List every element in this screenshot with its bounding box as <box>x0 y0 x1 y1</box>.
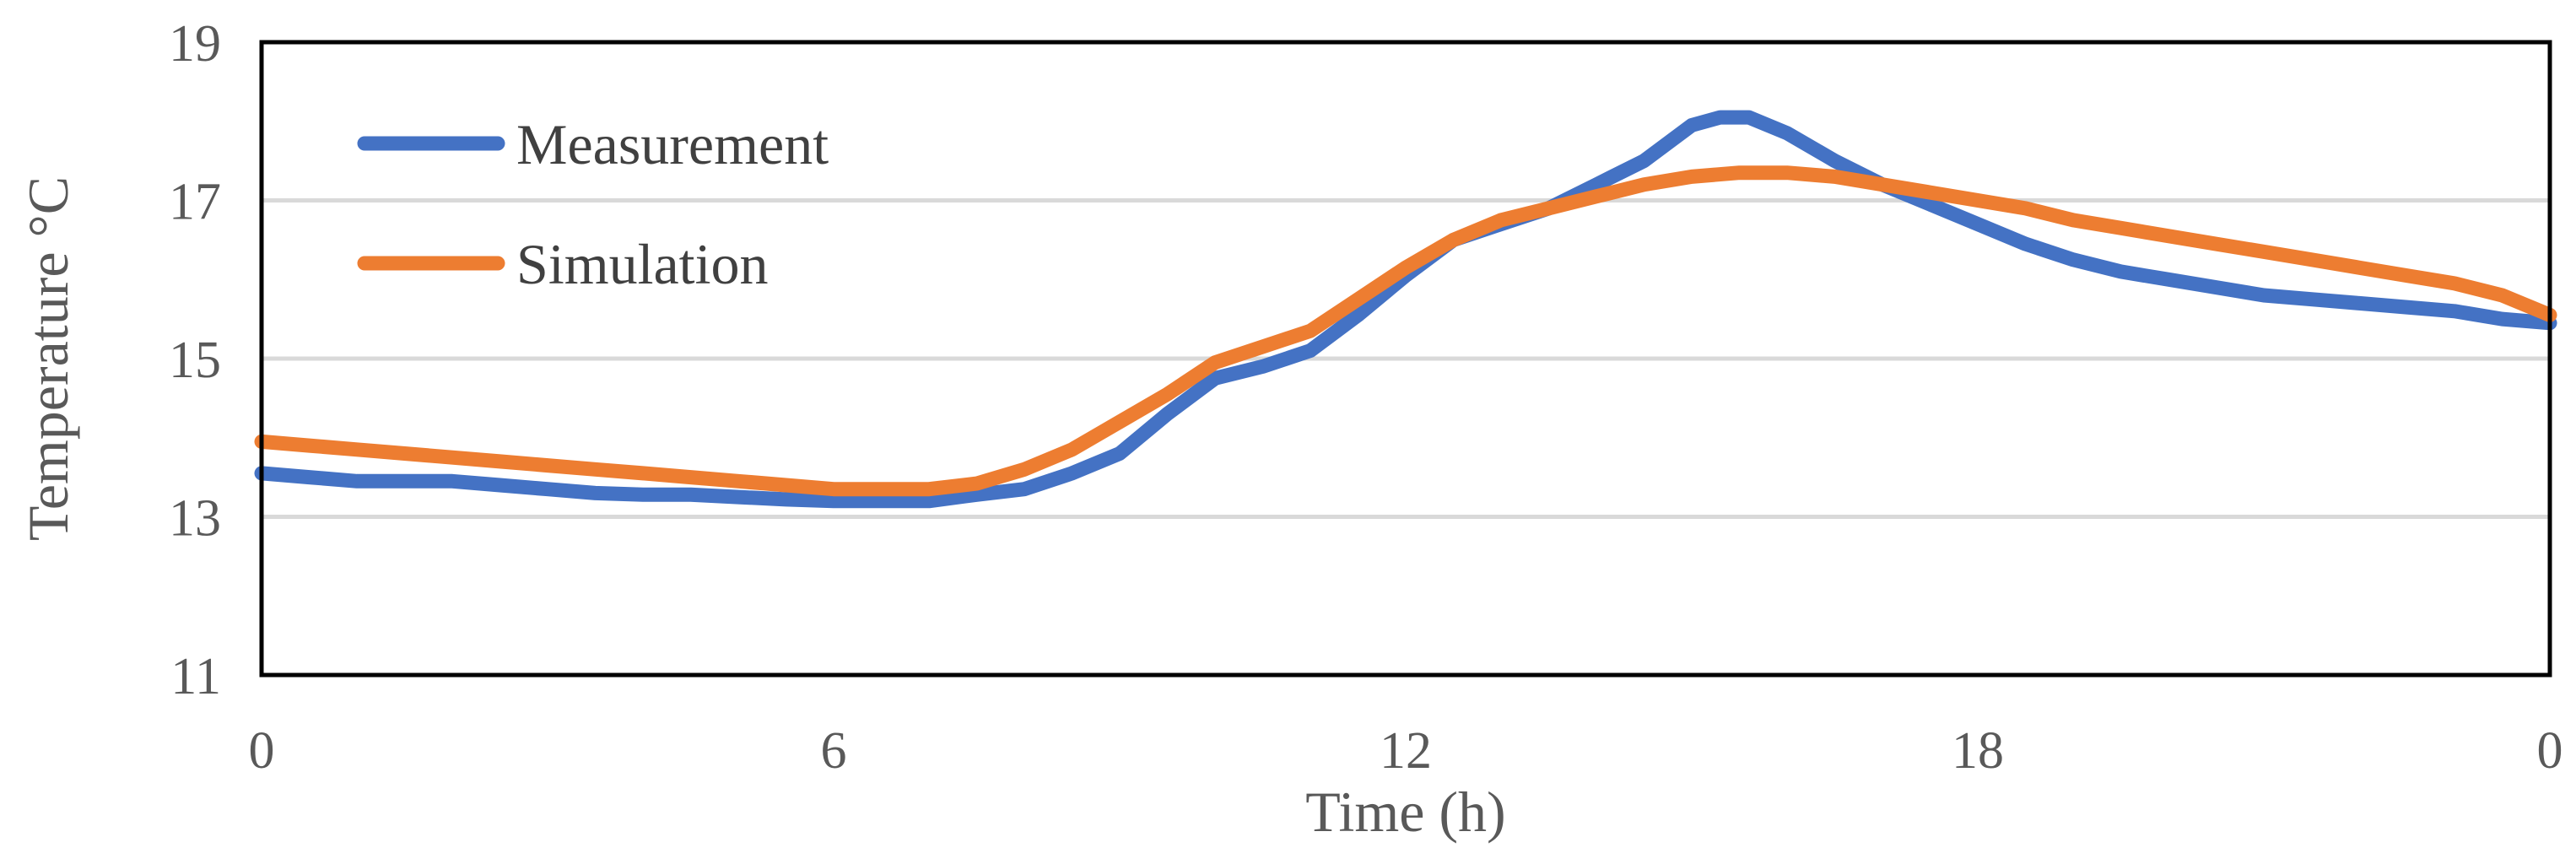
x-tick-label: 0 <box>249 722 275 780</box>
x-tick-label: 12 <box>1380 722 1432 780</box>
plot-area-frame <box>259 40 2552 678</box>
y-axis-title: Temperature °C <box>16 176 80 541</box>
y-tick-label: 19 <box>169 15 221 73</box>
y-tick-label: 11 <box>170 648 221 705</box>
x-tick-label: 0 <box>2537 722 2563 780</box>
legend: Measurement Simulation <box>357 112 829 296</box>
y-tick-label: 15 <box>169 332 221 389</box>
gridlines <box>262 198 2550 519</box>
x-tick-label: 6 <box>821 722 847 780</box>
y-tick-labels: 11 13 15 17 19 <box>169 15 221 705</box>
series-lines <box>254 110 2557 509</box>
x-tick-labels: 0 6 12 18 0 <box>249 722 2563 780</box>
legend-label-simulation: Simulation <box>516 232 768 296</box>
legend-label-measurement: Measurement <box>516 112 829 176</box>
series-line-simulation <box>254 165 2557 497</box>
y-tick-label: 17 <box>169 174 221 231</box>
y-tick-label: 13 <box>169 490 221 548</box>
x-axis-title: Time (h) <box>1305 780 1505 844</box>
x-tick-label: 18 <box>1952 722 2004 780</box>
